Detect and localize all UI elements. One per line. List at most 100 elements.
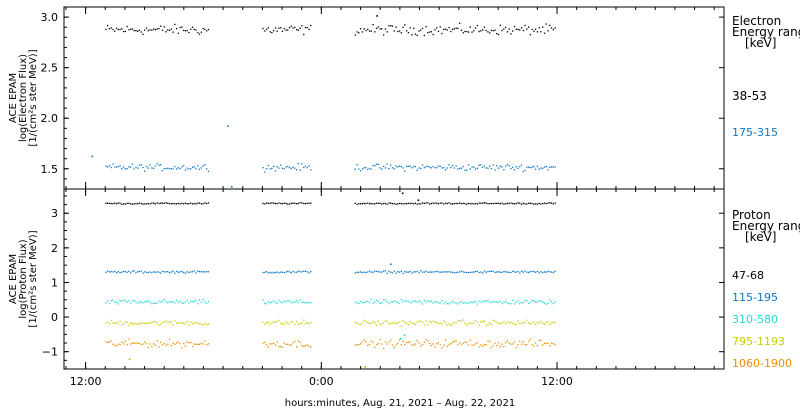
legend-title: [keV] — [745, 36, 776, 50]
data-point — [407, 324, 409, 326]
data-point — [411, 167, 413, 169]
data-point — [545, 303, 547, 305]
data-point — [460, 203, 463, 205]
data-point — [383, 347, 385, 349]
y-tick-label: 2.5 — [41, 62, 59, 75]
data-point — [430, 321, 432, 323]
data-point — [179, 300, 181, 302]
data-point — [281, 30, 284, 32]
data-point — [497, 202, 500, 204]
data-point — [487, 203, 489, 205]
data-point — [276, 302, 278, 304]
data-point — [439, 26, 441, 28]
data-point — [108, 28, 111, 30]
data-point — [105, 302, 107, 304]
data-point — [292, 27, 294, 29]
data-point — [285, 271, 287, 273]
data-point — [494, 169, 496, 171]
data-point — [360, 28, 362, 30]
data-point — [296, 169, 298, 171]
data-point — [519, 29, 521, 31]
data-point — [515, 202, 517, 205]
data-point — [304, 270, 307, 272]
series-310-580 — [105, 298, 556, 305]
data-point — [110, 202, 112, 205]
data-point — [190, 202, 192, 204]
data-point — [177, 341, 179, 343]
data-point — [195, 29, 197, 31]
data-point — [487, 340, 489, 342]
data-point — [550, 166, 553, 168]
legend-title: Electron — [732, 14, 781, 28]
data-point — [306, 322, 308, 324]
data-point — [145, 322, 148, 324]
data-point — [451, 323, 454, 325]
data-point — [278, 299, 280, 302]
data-point — [406, 30, 408, 32]
data-point — [172, 202, 174, 205]
data-point — [117, 323, 119, 325]
data-point — [552, 343, 554, 345]
data-point — [195, 322, 197, 324]
data-point — [264, 30, 266, 32]
data-point — [135, 301, 137, 303]
data-point — [411, 301, 413, 303]
data-point — [151, 167, 153, 169]
data-point — [274, 170, 277, 172]
data-point — [264, 302, 266, 304]
data-point — [287, 300, 289, 302]
data-point — [388, 303, 390, 305]
data-point — [451, 341, 454, 344]
data-point — [292, 321, 294, 323]
data-point — [490, 347, 493, 349]
data-point — [457, 27, 459, 29]
data-point — [404, 343, 406, 346]
data-point — [206, 302, 208, 305]
data-point — [455, 322, 457, 324]
data-point — [526, 28, 528, 30]
data-point — [420, 320, 422, 322]
data-point — [290, 302, 292, 304]
data-point — [297, 202, 299, 205]
data-point — [427, 324, 429, 326]
data-point — [126, 168, 128, 170]
data-point — [287, 29, 289, 31]
data-point — [510, 321, 512, 323]
data-point — [550, 271, 553, 273]
data-point — [276, 271, 278, 273]
data-point — [124, 340, 126, 342]
data-point — [273, 202, 275, 204]
data-point — [413, 322, 415, 325]
data-point — [358, 343, 360, 346]
data-point — [485, 344, 487, 346]
data-point — [473, 344, 475, 346]
data-point — [492, 164, 494, 166]
data-point — [158, 346, 160, 348]
data-point — [174, 166, 176, 168]
y-axis-label: ACE EPAM — [8, 73, 19, 123]
data-point — [262, 271, 264, 274]
data-point — [130, 302, 132, 304]
data-point — [299, 201, 301, 204]
data-point — [416, 270, 418, 273]
data-point — [406, 341, 408, 344]
data-point — [285, 301, 287, 303]
data-point — [439, 302, 441, 304]
data-point — [372, 321, 374, 323]
data-point — [457, 344, 459, 346]
data-point — [193, 166, 195, 168]
data-point — [549, 345, 551, 347]
data-point — [200, 342, 202, 344]
data-point — [360, 203, 362, 205]
data-point — [407, 32, 409, 34]
data-point — [522, 302, 524, 304]
data-point — [265, 28, 268, 30]
bottom-plot-frame — [63, 188, 725, 370]
data-point — [198, 270, 201, 273]
data-point — [482, 29, 484, 31]
data-point — [533, 271, 535, 273]
data-point — [197, 202, 199, 204]
data-point — [391, 167, 394, 169]
data-point — [439, 344, 441, 346]
data-point — [168, 338, 171, 340]
